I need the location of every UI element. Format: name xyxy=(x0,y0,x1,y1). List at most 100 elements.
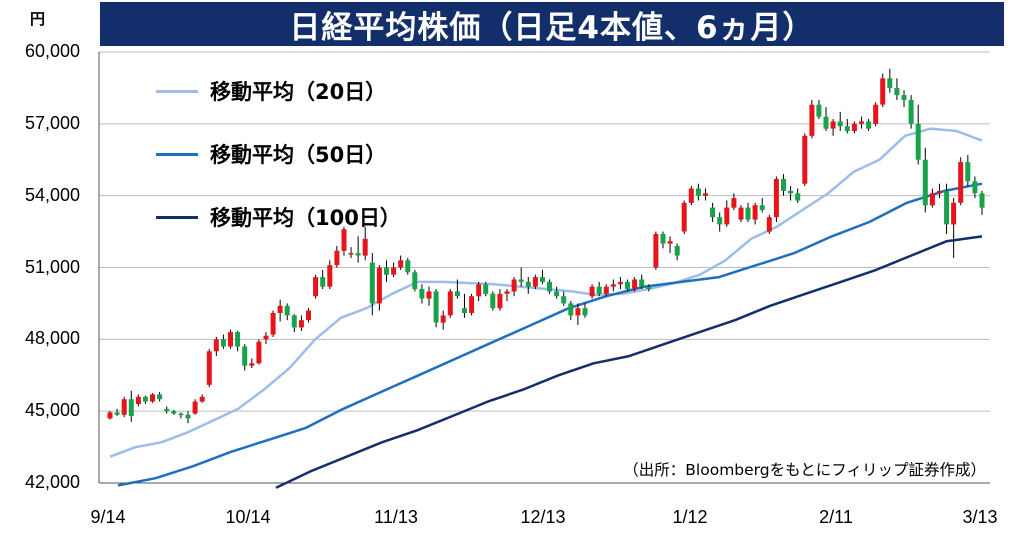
candle-body xyxy=(781,178,786,191)
candle-body xyxy=(603,286,609,294)
candle xyxy=(929,188,935,208)
candle-body xyxy=(114,412,120,415)
candle xyxy=(277,299,283,322)
candle xyxy=(157,392,163,402)
candle xyxy=(213,336,219,357)
candle xyxy=(135,394,141,407)
candle xyxy=(681,200,687,234)
candle-body xyxy=(625,281,630,290)
candle-body xyxy=(646,286,652,290)
candle xyxy=(334,245,340,268)
candle-body xyxy=(965,162,971,182)
candle-body xyxy=(284,305,290,316)
candle xyxy=(405,257,411,275)
candle-body xyxy=(235,332,241,347)
candle-body xyxy=(788,190,794,194)
candle-body xyxy=(447,291,453,316)
candle-body xyxy=(384,267,389,275)
candle xyxy=(717,212,723,232)
candle xyxy=(837,111,843,132)
candle xyxy=(617,277,623,290)
candle xyxy=(795,188,801,203)
candle xyxy=(547,279,552,294)
candle-body xyxy=(887,78,893,88)
candle-body xyxy=(873,104,879,124)
candle-body xyxy=(320,277,326,287)
candle xyxy=(972,176,978,199)
y-axis-unit: 円 xyxy=(30,10,46,28)
candle-body xyxy=(504,291,510,294)
candle-body xyxy=(107,412,113,419)
candle-body xyxy=(192,401,198,414)
candle-body xyxy=(391,267,397,275)
candle xyxy=(391,262,397,278)
candle xyxy=(823,107,829,132)
x-tick-label: 2/11 xyxy=(819,507,853,527)
candle-body xyxy=(773,178,779,218)
candle xyxy=(554,286,560,299)
candle-body xyxy=(937,190,942,194)
candle-body xyxy=(922,159,928,206)
candle xyxy=(355,236,361,263)
candle xyxy=(327,260,333,290)
candle xyxy=(497,289,503,311)
candle xyxy=(788,186,794,201)
y-tick-label: 57,000 xyxy=(24,112,80,133)
candle xyxy=(596,281,602,297)
candle xyxy=(561,291,567,306)
candle-body xyxy=(369,262,375,304)
candle xyxy=(582,303,588,318)
candle xyxy=(306,308,311,323)
candle xyxy=(298,315,304,331)
candle-body xyxy=(128,399,134,416)
candle xyxy=(610,279,616,292)
candle-body xyxy=(462,308,467,313)
candle-body xyxy=(809,104,815,136)
candle-body xyxy=(951,202,957,225)
candle-body xyxy=(220,339,226,347)
candle xyxy=(894,78,900,100)
candle-body xyxy=(525,281,531,287)
candle-body xyxy=(681,202,687,232)
x-tick-label: 9/14 xyxy=(90,507,126,527)
candle xyxy=(348,247,354,258)
candle xyxy=(752,202,758,225)
candle xyxy=(263,332,269,345)
chart-title-bar: 日経平均株価（日足4本値、6ヵ月） xyxy=(100,2,1004,46)
candle xyxy=(809,99,815,139)
candle xyxy=(540,269,545,285)
candle-body xyxy=(483,284,489,294)
candle xyxy=(206,348,212,388)
candle-body xyxy=(561,296,567,304)
candle xyxy=(518,267,524,287)
candle-body xyxy=(291,315,297,328)
candle-body xyxy=(582,308,588,316)
candle-body xyxy=(213,339,219,352)
candle-body xyxy=(554,291,560,297)
candle-body xyxy=(334,250,340,266)
candle-body xyxy=(313,277,319,297)
candle xyxy=(745,202,751,223)
candle-body xyxy=(433,291,439,323)
candle xyxy=(674,243,680,261)
y-tick-label: 60,000 xyxy=(24,41,80,61)
candle-body xyxy=(362,238,368,256)
candle-body xyxy=(150,394,155,402)
candle-body xyxy=(802,135,808,184)
candles xyxy=(107,68,985,424)
candle-body xyxy=(540,277,545,282)
candle-body xyxy=(908,99,914,124)
candle-body xyxy=(596,286,602,294)
candle xyxy=(426,286,432,306)
candle xyxy=(249,358,255,369)
candle-body xyxy=(178,413,184,416)
candle xyxy=(859,116,864,129)
candle xyxy=(667,236,673,254)
candle xyxy=(632,277,638,292)
candle-body xyxy=(511,279,517,292)
legend-swatch-ma50 xyxy=(156,152,198,156)
candle-body xyxy=(454,291,460,297)
candle-body xyxy=(256,341,262,364)
candle xyxy=(532,274,538,290)
gridlines xyxy=(98,51,990,484)
